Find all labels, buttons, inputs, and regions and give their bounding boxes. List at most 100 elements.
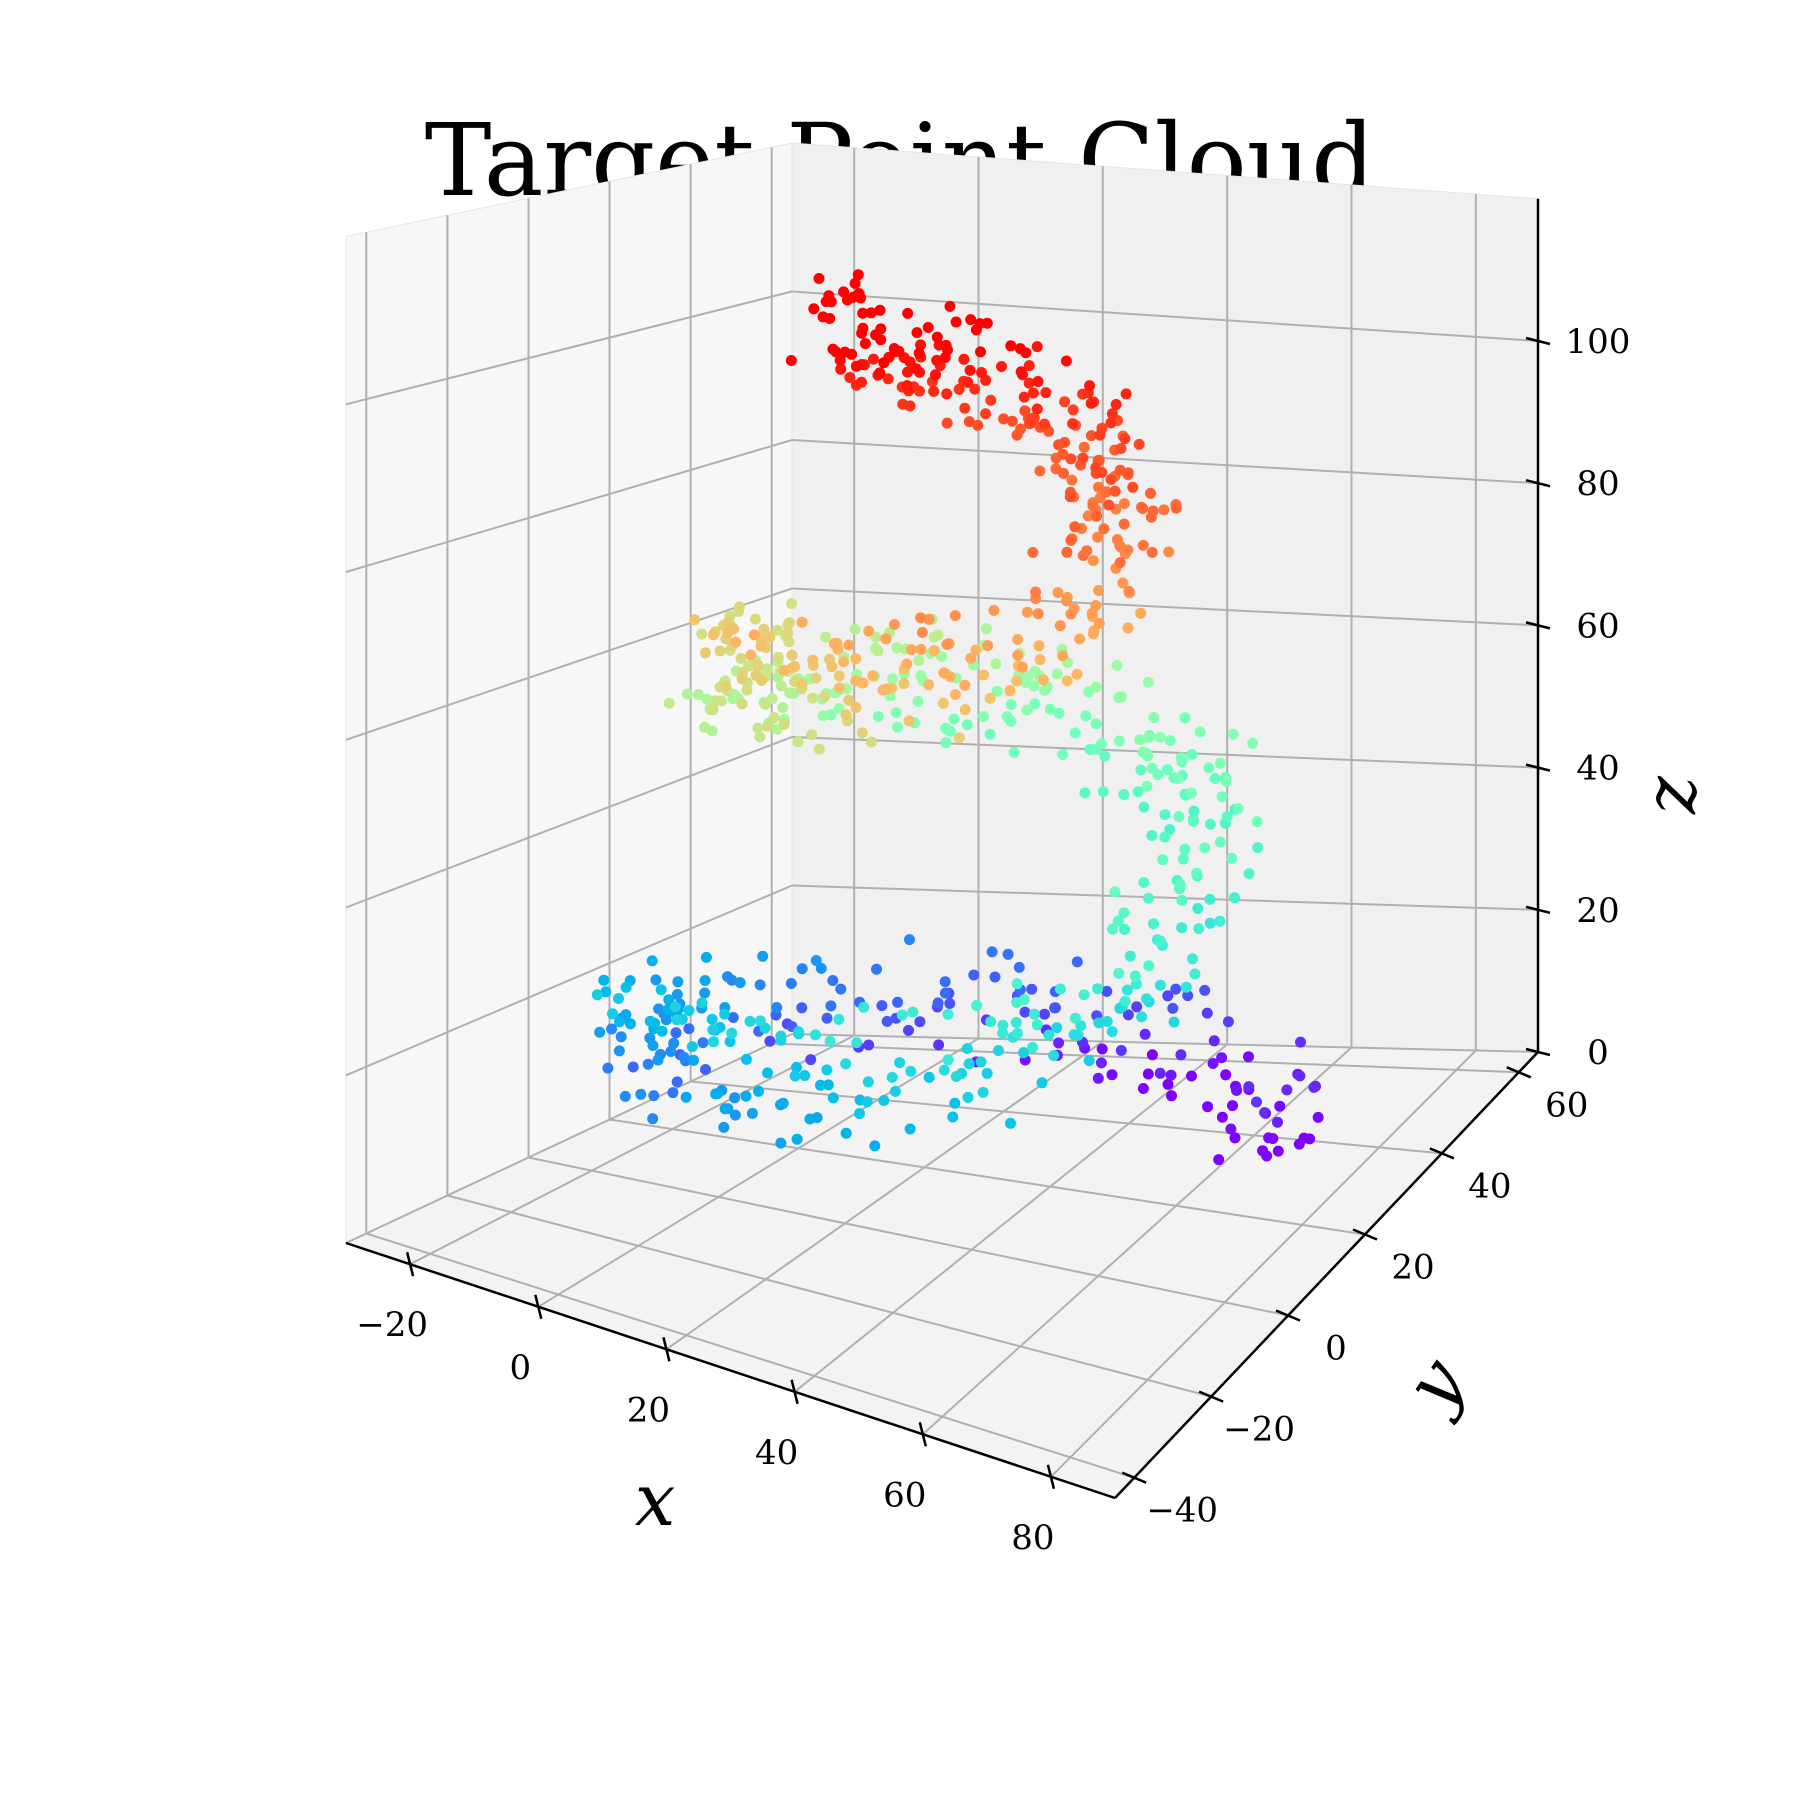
data-point bbox=[810, 1029, 821, 1041]
data-point bbox=[1177, 853, 1189, 865]
data-point bbox=[1247, 737, 1259, 749]
data-point bbox=[700, 1064, 711, 1075]
data-point bbox=[1281, 1084, 1293, 1096]
data-point bbox=[942, 1054, 954, 1066]
data-point bbox=[1214, 757, 1226, 769]
data-point bbox=[1243, 1081, 1255, 1093]
z-tick-mark bbox=[1525, 621, 1551, 630]
data-point bbox=[1054, 983, 1066, 995]
data-point bbox=[810, 672, 822, 684]
data-point bbox=[1087, 500, 1099, 512]
data-point bbox=[1012, 634, 1024, 645]
data-point bbox=[892, 996, 904, 1008]
x-grid-line bbox=[1050, 1049, 1477, 1478]
data-point bbox=[1034, 465, 1046, 477]
data-point bbox=[1137, 539, 1149, 551]
data-point bbox=[1004, 685, 1016, 697]
data-point bbox=[1012, 649, 1024, 661]
data-point bbox=[734, 977, 746, 989]
z-tick-label: 60 bbox=[1576, 606, 1619, 646]
data-point bbox=[778, 664, 790, 676]
data-point bbox=[959, 704, 971, 716]
data-point bbox=[1093, 585, 1105, 596]
data-point bbox=[992, 1045, 1004, 1056]
data-point bbox=[1263, 1132, 1275, 1144]
z-grid-line bbox=[345, 290, 793, 406]
data-point bbox=[613, 993, 624, 1004]
data-point bbox=[689, 614, 700, 626]
data-point bbox=[598, 974, 610, 986]
data-point bbox=[619, 1090, 631, 1102]
data-point bbox=[865, 736, 877, 748]
data-point bbox=[1084, 380, 1096, 392]
data-point bbox=[1162, 1078, 1174, 1090]
data-point bbox=[902, 366, 913, 378]
data-point bbox=[1103, 499, 1115, 511]
data-point bbox=[1059, 396, 1071, 408]
data-point bbox=[869, 1140, 881, 1152]
data-point bbox=[1142, 750, 1153, 762]
data-point bbox=[888, 619, 900, 630]
data-point bbox=[1110, 399, 1122, 410]
data-point bbox=[1119, 548, 1131, 560]
data-point bbox=[964, 364, 976, 376]
data-point bbox=[850, 360, 862, 372]
data-point bbox=[1199, 842, 1211, 854]
data-point bbox=[821, 1064, 833, 1076]
data-point bbox=[1109, 485, 1121, 497]
data-point bbox=[688, 1054, 700, 1066]
data-point bbox=[888, 343, 900, 354]
data-point bbox=[1018, 994, 1030, 1005]
data-point bbox=[1029, 698, 1041, 710]
data-point bbox=[1145, 487, 1156, 499]
data-point bbox=[1132, 786, 1144, 798]
data-point bbox=[923, 613, 935, 625]
data-point bbox=[740, 1090, 752, 1102]
data-point bbox=[1067, 404, 1079, 416]
data-point bbox=[989, 971, 1001, 983]
data-point bbox=[948, 713, 960, 725]
data-point bbox=[922, 322, 934, 333]
data-point bbox=[1118, 789, 1130, 800]
z-grid-line bbox=[791, 1033, 1539, 1053]
data-point bbox=[990, 658, 1002, 670]
data-point bbox=[1174, 878, 1186, 890]
data-point bbox=[1008, 746, 1020, 758]
data-point bbox=[850, 702, 862, 713]
data-point bbox=[1133, 438, 1145, 450]
data-point bbox=[1019, 677, 1031, 688]
data-point bbox=[1118, 498, 1130, 510]
data-point bbox=[880, 633, 892, 645]
data-point bbox=[1137, 1083, 1149, 1094]
data-point bbox=[1118, 907, 1130, 919]
data-point bbox=[901, 658, 913, 670]
data-point bbox=[656, 1025, 668, 1037]
data-point bbox=[1061, 675, 1073, 687]
data-point bbox=[915, 339, 927, 351]
data-point bbox=[949, 1097, 961, 1109]
z-tick-mark bbox=[1525, 336, 1551, 346]
data-point bbox=[822, 1079, 834, 1091]
data-point bbox=[941, 638, 953, 650]
data-point bbox=[1227, 728, 1239, 740]
data-point bbox=[833, 670, 845, 682]
data-point bbox=[1031, 341, 1043, 353]
data-point bbox=[1187, 953, 1198, 965]
x-tick-label: 60 bbox=[883, 1475, 926, 1515]
data-point bbox=[793, 1026, 805, 1038]
data-point bbox=[1032, 608, 1044, 620]
data-point bbox=[876, 1000, 888, 1012]
data-point bbox=[671, 1014, 683, 1026]
data-point bbox=[707, 629, 719, 641]
data-point bbox=[928, 385, 940, 397]
data-point bbox=[1053, 707, 1065, 719]
x-tick-label: 20 bbox=[627, 1390, 670, 1430]
back-pane bbox=[791, 142, 1539, 1053]
data-point bbox=[1158, 504, 1170, 516]
data-point bbox=[923, 679, 935, 691]
data-point bbox=[606, 1023, 618, 1035]
data-point bbox=[719, 1008, 731, 1020]
data-point bbox=[1011, 978, 1023, 990]
data-point bbox=[833, 1013, 845, 1025]
data-point bbox=[944, 300, 956, 312]
